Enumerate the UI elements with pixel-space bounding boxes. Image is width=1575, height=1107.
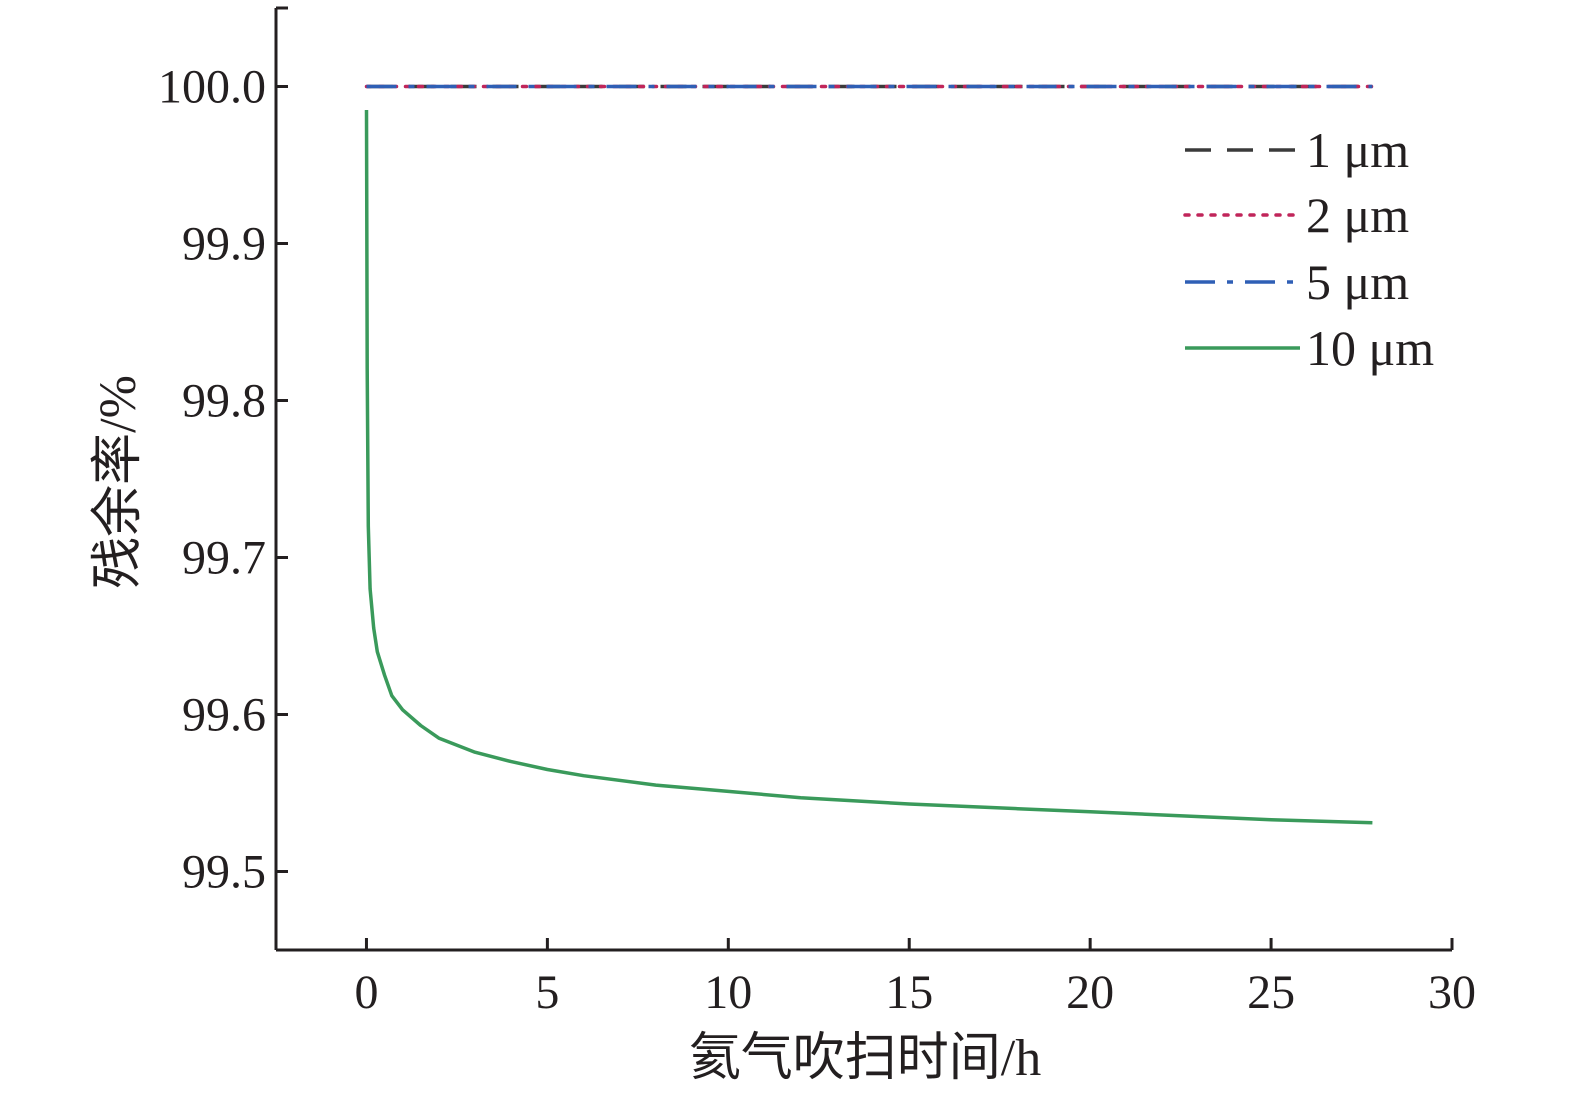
x-tick-label: 5: [535, 966, 559, 1019]
x-axis-label: 氦气吹扫时间/h: [689, 1030, 1041, 1087]
ticks: 0 5 10 15 20 25 30 99.5 99.6 99.7 99.8 99.9 100.0: [158, 61, 1476, 1020]
legend-label: 1 μm: [1306, 122, 1409, 178]
legend: 1 μm 2 μm 5 μm 10 μm: [1183, 122, 1434, 376]
y-tick-label: 99.5: [182, 846, 266, 899]
x-tick-label: 20: [1066, 966, 1114, 1019]
y-tick-label: 99.8: [182, 375, 266, 428]
x-tick-label: 0: [354, 966, 378, 1019]
x-tick-label: 30: [1428, 966, 1476, 1019]
series-lines: [364, 84, 1375, 825]
y-tick-label: 99.6: [182, 689, 266, 742]
y-axis-label: 残余率/%: [90, 375, 147, 589]
axes: [274, 6, 1452, 952]
legend-label: 2 μm: [1306, 187, 1409, 243]
legend-label: 5 μm: [1306, 254, 1409, 310]
x-tick-label: 15: [885, 966, 933, 1019]
x-tick-label: 10: [704, 966, 752, 1019]
y-tick-label: 100.0: [158, 61, 266, 114]
series-line-3: [364, 109, 1373, 825]
legend-label: 10 μm: [1306, 320, 1434, 376]
y-tick-label: 99.9: [182, 218, 266, 271]
y-tick-label: 99.7: [182, 532, 266, 585]
x-tick-label: 25: [1247, 966, 1295, 1019]
